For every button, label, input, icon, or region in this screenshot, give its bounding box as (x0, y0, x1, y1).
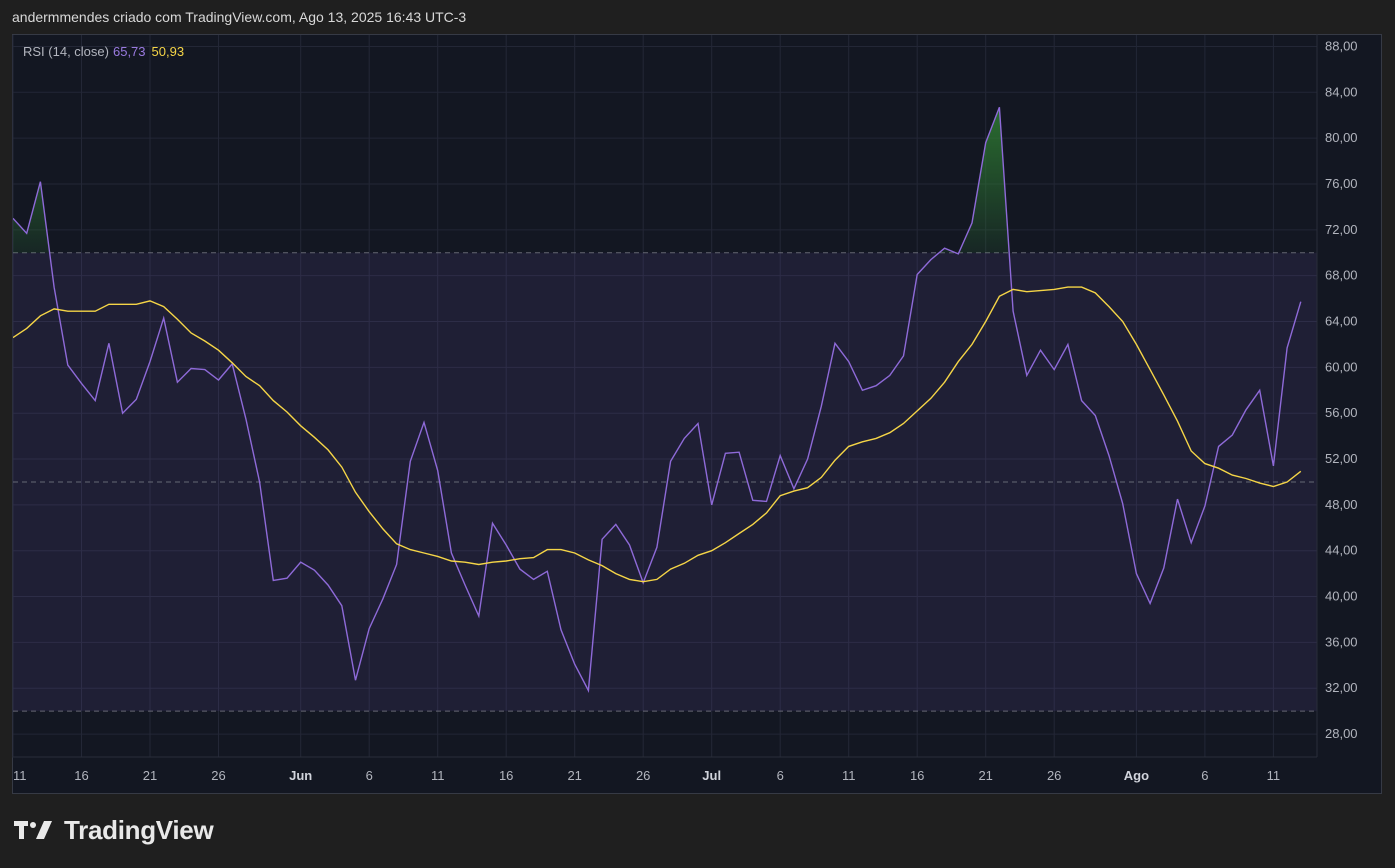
rsi-line[interactable] (13, 106, 1302, 693)
rsi-ma-line[interactable] (13, 286, 1302, 583)
x-tick-label: Jul (702, 768, 721, 783)
y-tick-label: 64,00 (1325, 314, 1358, 329)
x-tick-label: Jun (289, 768, 312, 783)
tradingview-logo-icon (14, 821, 52, 839)
x-tick-label: 26 (636, 768, 650, 783)
x-tick-label: 21 (143, 768, 157, 783)
x-tick-label: 6 (366, 768, 373, 783)
x-tick-label: 11 (842, 768, 856, 783)
x-tick-label: 16 (74, 768, 88, 783)
x-tick-label: 6 (1201, 768, 1208, 783)
y-tick-label: 68,00 (1325, 268, 1358, 283)
rsi-band-lines (13, 252, 1317, 712)
y-tick-label: 80,00 (1325, 130, 1358, 145)
x-tick-label: Ago (1124, 768, 1149, 783)
attribution-text: andermmendes criado com TradingView.com,… (12, 9, 467, 25)
y-tick-label: 48,00 (1325, 497, 1358, 512)
indicator-name: RSI (14, close) (23, 44, 109, 59)
rsi-chart[interactable]: 88,00 84,00 80,00 76,00 72,00 68,00 64,00 60,00… (12, 34, 1382, 794)
attribution-bar: andermmendes criado com TradingView.com,… (0, 0, 1395, 34)
x-tick-label: 21 (978, 768, 992, 783)
x-tick-label: 26 (1047, 768, 1061, 783)
y-tick-label: 40,00 (1325, 589, 1358, 604)
x-tick-label: 16 (499, 768, 513, 783)
y-tick-label: 56,00 (1325, 405, 1358, 420)
y-tick-label: 44,00 (1325, 543, 1358, 558)
y-tick-label: 60,00 (1325, 359, 1358, 374)
y-tick-label: 88,00 (1325, 38, 1358, 53)
y-tick-label: 28,00 (1325, 726, 1358, 741)
y-tick-label: 32,00 (1325, 680, 1358, 695)
y-tick-label: 72,00 (1325, 222, 1358, 237)
chart-frame[interactable] (12, 34, 1382, 794)
x-tick-label: 11 (13, 768, 27, 783)
x-tick-label: 21 (567, 768, 581, 783)
y-tick-label: 36,00 (1325, 634, 1358, 649)
x-tick-label: 11 (1267, 768, 1281, 783)
y-tick-label: 76,00 (1325, 176, 1358, 191)
rsi-value: 65,73 (112, 44, 146, 59)
brand-name: TradingView (64, 814, 214, 845)
tradingview-logo[interactable]: TradingView (14, 812, 214, 848)
grid-lines (12, 35, 1317, 757)
indicator-legend[interactable]: RSI (14, close) 65,73 50,93 (23, 44, 184, 59)
overbought-fill (13, 107, 1010, 253)
x-tick-label: 6 (777, 768, 784, 783)
y-tick-label: 84,00 (1325, 84, 1358, 99)
x-tick-label: 11 (431, 768, 445, 783)
x-axis-labels: 11 16 21 26 Jun 6 11 16 21 26 Jul 6 11 16 21 26 Ago 6 11 (13, 768, 1280, 783)
y-tick-label: 52,00 (1325, 451, 1358, 466)
ma-value: 50,93 (151, 44, 185, 59)
y-axis-labels: 88,00 84,00 80,00 76,00 72,00 68,00 64,00 60,00… (1325, 38, 1358, 741)
x-tick-label: 16 (910, 768, 924, 783)
x-tick-label: 26 (211, 768, 225, 783)
